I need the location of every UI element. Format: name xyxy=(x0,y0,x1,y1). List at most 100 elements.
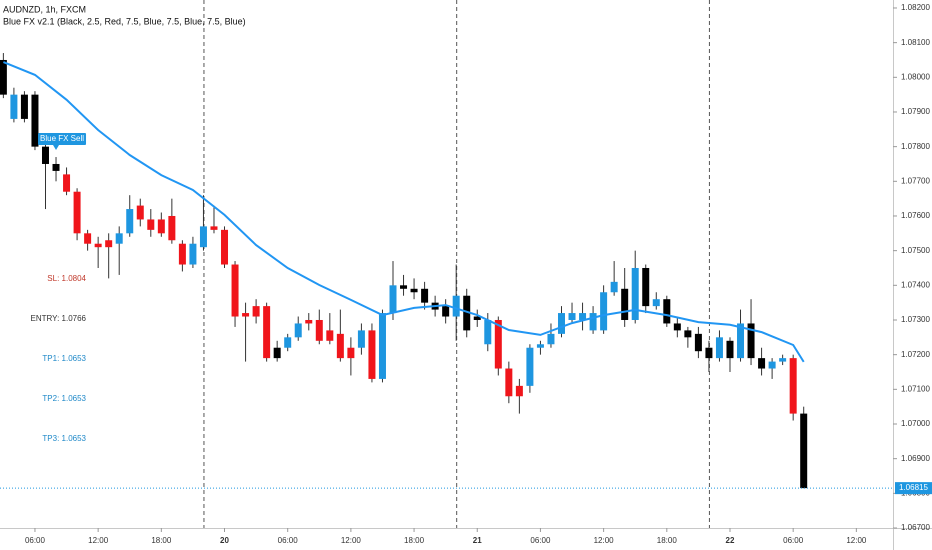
candle-body xyxy=(463,295,471,331)
candle-body xyxy=(410,288,418,293)
candle-body xyxy=(589,313,597,331)
candle-body xyxy=(347,347,355,359)
candle-body xyxy=(378,313,386,379)
candle-body xyxy=(126,209,134,234)
y-tick-label: 1.06700 xyxy=(901,523,930,532)
candle-body xyxy=(473,316,481,320)
annotation: TP1: 1.0653 xyxy=(42,354,86,363)
candle-body xyxy=(20,94,28,119)
candle-body xyxy=(705,347,713,359)
y-tick-label: 1.08000 xyxy=(901,72,930,81)
y-tick-label: 1.07800 xyxy=(901,142,930,151)
signal-box xyxy=(38,133,87,146)
candle-body xyxy=(557,313,565,334)
candle-body xyxy=(157,219,165,234)
candle-body xyxy=(315,319,323,341)
candle-body xyxy=(52,163,60,171)
x-tick-label: 12:00 xyxy=(88,536,109,545)
candle-body xyxy=(568,313,576,320)
x-tick-label: 18:00 xyxy=(151,536,172,545)
candle-body xyxy=(579,313,587,320)
candle-body xyxy=(505,368,513,397)
candle-body xyxy=(221,229,229,265)
x-tick-label: 21 xyxy=(473,536,482,545)
candle-body xyxy=(31,94,39,147)
candle-body xyxy=(536,344,544,348)
x-tick-label: 22 xyxy=(726,536,735,545)
candle-body xyxy=(336,333,344,359)
candle-body xyxy=(168,215,176,241)
candle-body xyxy=(515,385,523,397)
x-tick-label: 18:00 xyxy=(404,536,425,545)
candle-body xyxy=(357,330,365,348)
y-tick-label: 1.07500 xyxy=(901,246,930,255)
candle-body xyxy=(252,306,260,317)
candle-body xyxy=(231,264,239,317)
candle-body xyxy=(715,337,723,359)
x-tick-label: 06:00 xyxy=(25,536,46,545)
y-tick-label: 1.07700 xyxy=(901,176,930,185)
annotation: ENTRY: 1.0766 xyxy=(31,314,87,323)
annotation: SL: 1.0804 xyxy=(47,274,86,283)
x-tick-label: 18:00 xyxy=(657,536,678,545)
y-tick-label: 1.07100 xyxy=(901,384,930,393)
x-tick-label: 12:00 xyxy=(594,536,615,545)
candle-body xyxy=(547,333,555,345)
candle-body xyxy=(389,285,397,314)
candle-body xyxy=(642,267,650,307)
x-tick-label: 20 xyxy=(220,536,229,545)
candle-body xyxy=(737,323,745,359)
candle-body xyxy=(652,299,660,307)
candle-body xyxy=(10,94,18,119)
candle-body xyxy=(136,205,144,220)
x-tick-label: 12:00 xyxy=(341,536,362,545)
candle-body xyxy=(789,358,797,414)
x-tick-label: 06:00 xyxy=(783,536,804,545)
y-tick-label: 1.08200 xyxy=(901,3,930,12)
y-tick-label: 1.07200 xyxy=(901,350,930,359)
plot xyxy=(0,0,893,528)
x-tick-label: 12:00 xyxy=(846,536,867,545)
annotation: TP3: 1.0653 xyxy=(42,434,86,443)
candle-body xyxy=(189,243,197,265)
candle-body xyxy=(779,358,787,362)
candle-body xyxy=(326,330,334,341)
candle-body xyxy=(768,361,776,369)
candle-body xyxy=(105,240,113,248)
candle-body xyxy=(758,358,766,369)
signal-label: Blue FX Sell xyxy=(40,134,84,143)
candle-body xyxy=(210,226,218,230)
candle-body xyxy=(305,319,313,324)
candle-body xyxy=(73,191,81,234)
candle-body xyxy=(284,337,292,348)
candle-body xyxy=(610,281,618,293)
candle-body xyxy=(494,319,502,369)
candle-body xyxy=(199,226,207,248)
candle-body xyxy=(621,288,629,320)
candle-body xyxy=(747,323,755,359)
candle-body xyxy=(400,285,408,289)
last-price-box xyxy=(895,482,932,495)
candle-body xyxy=(600,292,608,331)
candle-body xyxy=(726,340,734,359)
candle-body xyxy=(294,323,302,338)
annotation: TP2: 1.0653 xyxy=(42,394,86,403)
y-tick-label: 1.07300 xyxy=(901,315,930,324)
candle-body xyxy=(147,219,155,230)
candle-body xyxy=(442,306,450,317)
candle-body xyxy=(684,330,692,338)
y-tick-label: 1.06900 xyxy=(901,454,930,463)
candle-body xyxy=(800,413,808,489)
x-tick-label: 06:00 xyxy=(530,536,551,545)
candle-body xyxy=(84,233,92,244)
chart-title: AUDNZD, 1h, FXCM xyxy=(3,4,86,14)
y-tick-label: 1.07600 xyxy=(901,211,930,220)
candle-body xyxy=(94,243,102,248)
candle-body xyxy=(115,233,123,244)
last-price-label: 1.06815 xyxy=(899,483,928,492)
candle-body xyxy=(368,330,376,379)
candle-body xyxy=(526,347,534,386)
